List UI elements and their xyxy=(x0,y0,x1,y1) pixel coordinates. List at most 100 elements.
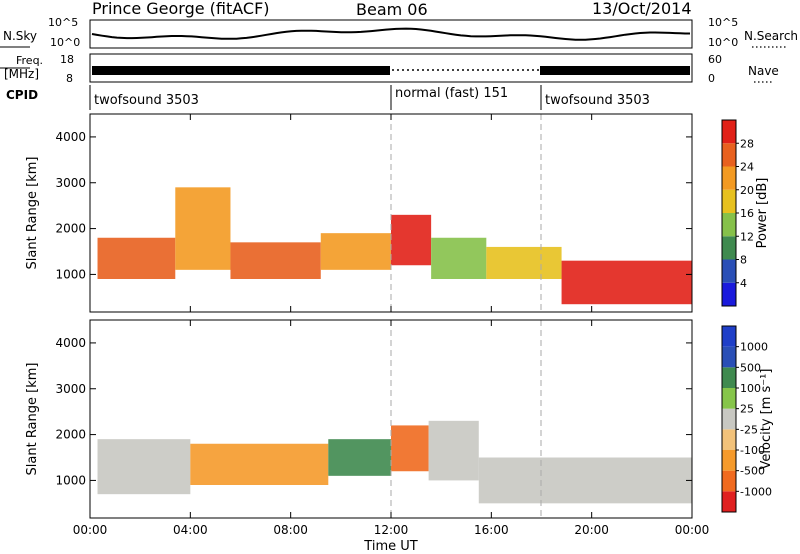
velocity-colorbar-tick-label: 25 xyxy=(740,403,754,416)
power-ytick-label: 2000 xyxy=(55,222,86,236)
velocity-ytick-label: 1000 xyxy=(55,473,86,487)
freq-panel-frame xyxy=(89,53,693,83)
velocity-ytick-label: 4000 xyxy=(55,336,86,350)
velocity-xtick-label: 20:00 xyxy=(574,523,609,537)
noise-tick-high-left: 10^5 xyxy=(48,16,78,29)
velocity-colorbar-cell xyxy=(722,326,736,347)
nsky-trace xyxy=(91,27,690,41)
power-colorbar-tick-label: 28 xyxy=(740,137,754,150)
power-band xyxy=(391,214,432,266)
power-colorbar-cell xyxy=(722,213,736,237)
velocity-colorbar-cell xyxy=(722,408,736,430)
power-colorbar-cell xyxy=(722,189,736,213)
velocity-band xyxy=(328,439,391,476)
velocity-colorbar-cell xyxy=(722,346,736,368)
velocity-xtick-label: 08:00 xyxy=(273,523,308,537)
power-band xyxy=(431,237,487,279)
power-colorbar-cell xyxy=(722,282,736,306)
freq-tick-low: 8 xyxy=(66,72,73,85)
power-x-axis xyxy=(89,114,693,312)
velocity-xtick-label: 04:00 xyxy=(173,523,208,537)
power-data xyxy=(97,187,692,305)
velocity-colorbar-tick-label: -100 xyxy=(740,444,765,457)
noise-tick-low-left: 10^0 xyxy=(50,36,80,49)
frequency-panel: Freq. [MHz] 18 8 60 0 Nave xyxy=(0,53,779,85)
velocity-colorbar-tick-label: -500 xyxy=(740,465,765,478)
noise-panel: N.Sky 10^5 10^0 10^5 10^0 N.Search xyxy=(0,16,798,49)
nave-tick-high: 60 xyxy=(708,53,722,66)
time-axis-label: Time UT xyxy=(363,539,417,554)
freq-band-segment-3 xyxy=(540,66,690,75)
power-colorbar-tick-label: 8 xyxy=(740,254,747,267)
noise-tick-high-right: 10^5 xyxy=(708,16,738,29)
power-band xyxy=(230,242,321,279)
beam-title: Beam 06 xyxy=(356,0,428,19)
velocity-ytick-label: 2000 xyxy=(55,428,86,442)
power-band xyxy=(320,233,391,270)
velocity-colorbar-cell xyxy=(722,470,736,492)
velocity-colorbar-cell xyxy=(722,450,736,471)
power-colorbar-cell xyxy=(722,236,736,260)
velocity-y-axis: 1000 2000 3000 4000 xyxy=(55,336,692,487)
velocity-colorbar-tick-label: -1000 xyxy=(740,485,772,498)
noise-tick-low-right: 10^0 xyxy=(708,36,738,49)
power-ytick-label: 4000 xyxy=(55,130,86,144)
nsearch-label: N.Search xyxy=(744,29,798,43)
velocity-xtick-label: 00:00 xyxy=(675,523,710,537)
velocity-ylabel: Slant Range [km] xyxy=(25,363,40,476)
cpid-segment-1: twofsound 3503 xyxy=(94,93,199,108)
power-band xyxy=(97,237,176,279)
velocity-band xyxy=(391,425,429,472)
power-colorbar-cell xyxy=(722,120,736,144)
freq-label: Freq. xyxy=(16,54,43,67)
velocity-colorbar: -1000 -500 -100 -25 25 100 500 1000 xyxy=(721,325,772,513)
velocity-colorbar-frame xyxy=(721,325,737,513)
nave-tick-low: 0 xyxy=(708,72,715,85)
velocity-xtick-label: 12:00 xyxy=(374,523,409,537)
velocity-band xyxy=(190,443,329,485)
cpid-label: CPID xyxy=(6,88,38,102)
velocity-band xyxy=(97,439,191,495)
power-colorbar-cell xyxy=(722,143,736,167)
nsky-label: N.Sky xyxy=(3,29,37,43)
power-band xyxy=(486,246,562,279)
velocity-colorbar-tick-label: 1000 xyxy=(740,341,768,354)
date-title: 13/Oct/2014 xyxy=(592,0,692,18)
power-colorbar-tick-label: 20 xyxy=(740,184,754,197)
velocity-xtick-label: 16:00 xyxy=(474,523,509,537)
velocity-colorbar-label: Velocity [m s⁻¹] xyxy=(759,369,774,470)
freq-tick-high: 18 xyxy=(60,53,74,66)
velocity-ytick-label: 3000 xyxy=(55,382,86,396)
velocity-xtick-label: 00:00 xyxy=(73,523,108,537)
power-colorbar-tick-label: 16 xyxy=(740,207,754,220)
nave-label: Nave xyxy=(748,64,779,78)
velocity-band xyxy=(428,420,479,481)
velocity-colorbar-cell xyxy=(722,491,736,512)
velocity-colorbar-cell xyxy=(722,388,736,409)
velocity-colorbar-tick-label: -25 xyxy=(740,423,758,436)
cpid-row: CPID twofsound 3503 normal (fast) 151 tw… xyxy=(6,85,650,110)
mhz-label: [MHz] xyxy=(4,67,39,81)
power-y-axis: 1000 2000 3000 4000 xyxy=(55,130,692,281)
power-colorbar-label: Power [dB] xyxy=(755,178,770,249)
power-colorbar: 4 8 12 16 20 24 28 xyxy=(721,119,754,307)
noise-panel-frame xyxy=(89,19,693,49)
velocity-colorbar-cell xyxy=(722,429,736,450)
power-colorbar-cell xyxy=(722,259,736,283)
power-ylabel: Slant Range [km] xyxy=(25,157,40,270)
power-colorbar-tick-label: 24 xyxy=(740,161,754,174)
velocity-x-axis: 00:00 04:00 08:00 12:00 16:00 20:00 00:00 xyxy=(73,320,710,537)
velocity-colorbar-tick-label: 500 xyxy=(740,361,761,374)
power-colorbar-tick-label: 12 xyxy=(740,230,754,243)
power-band xyxy=(561,260,692,305)
power-panel: 1000 2000 3000 4000 Slant Range [km] 4 8 12 16… xyxy=(25,113,770,313)
freq-band-segment-1 xyxy=(92,66,390,75)
velocity-colorbar-tick-label: 100 xyxy=(740,382,761,395)
power-ytick-label: 1000 xyxy=(55,267,86,281)
power-ytick-label: 3000 xyxy=(55,176,86,190)
cpid-segment-3: twofsound 3503 xyxy=(545,93,650,108)
power-colorbar-tick-label: 4 xyxy=(740,277,747,290)
velocity-data xyxy=(97,420,692,504)
cpid-segment-2: normal (fast) 151 xyxy=(395,86,508,101)
